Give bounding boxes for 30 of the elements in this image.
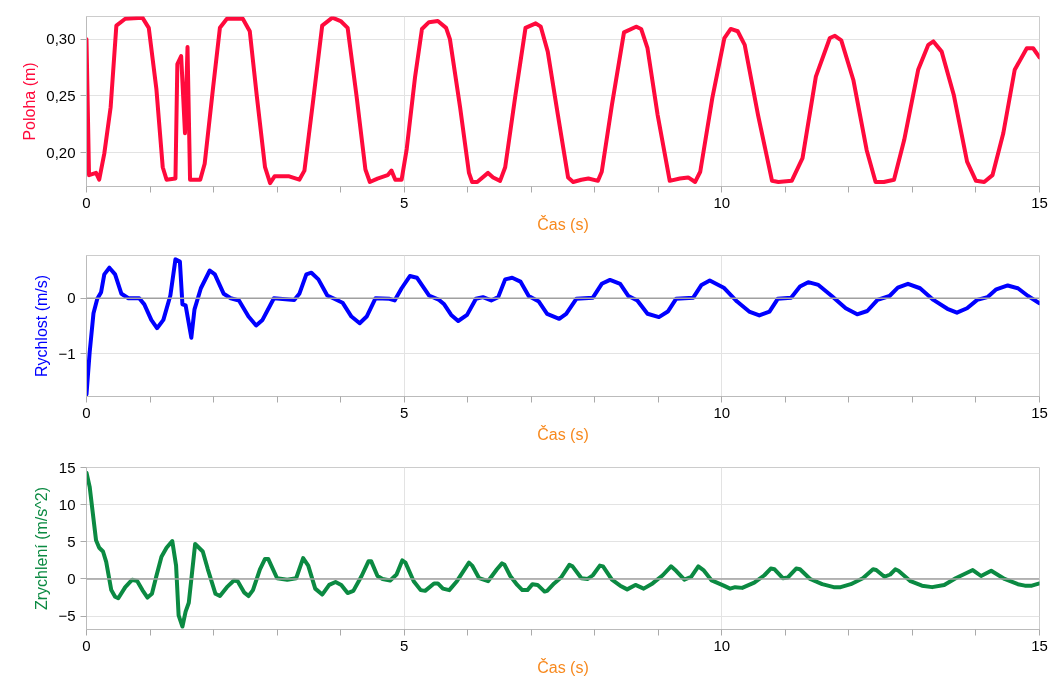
line-series [86, 470, 1040, 629]
x-tick-label: 0 [82, 636, 91, 654]
x-tick-label: 10 [713, 636, 731, 654]
x-tick-label: 0 [82, 403, 91, 421]
x-tick-label: 10 [713, 403, 731, 421]
x-tick-label: 15 [1031, 403, 1048, 421]
y-tick-label: 0,25 [46, 86, 76, 104]
line-series [86, 16, 1040, 186]
x-axis-title: Čas (s) [537, 657, 589, 676]
y-axis-title: Rychlost (m/s) [33, 274, 51, 378]
y-tick-label: 10 [58, 495, 76, 513]
y-axis-title: Zrychlení (m/s^2) [33, 486, 51, 611]
y-axis-title: Poloha (m) [21, 62, 39, 141]
x-tick-label: 15 [1031, 193, 1048, 211]
y-tick-label: 0 [67, 569, 76, 587]
y-tick-label: 0 [67, 289, 76, 307]
y-tick-label: 15 [58, 458, 76, 476]
x-tick-label: 0 [82, 193, 91, 211]
y-tick-label: 0,20 [46, 143, 76, 161]
x-axis-title: Čas (s) [537, 424, 589, 443]
x-tick-label: 5 [400, 636, 409, 654]
x-tick-label: 5 [400, 193, 409, 211]
y-tick-label: 0,30 [46, 30, 76, 48]
y-tick-label: −5 [58, 607, 76, 625]
y-tick-label: −1 [58, 344, 76, 362]
y-tick-label: 5 [67, 532, 76, 550]
x-tick-label: 15 [1031, 636, 1048, 654]
x-tick-label: 5 [400, 403, 409, 421]
x-axis-title: Čas (s) [537, 214, 589, 233]
x-tick-label: 10 [713, 193, 731, 211]
